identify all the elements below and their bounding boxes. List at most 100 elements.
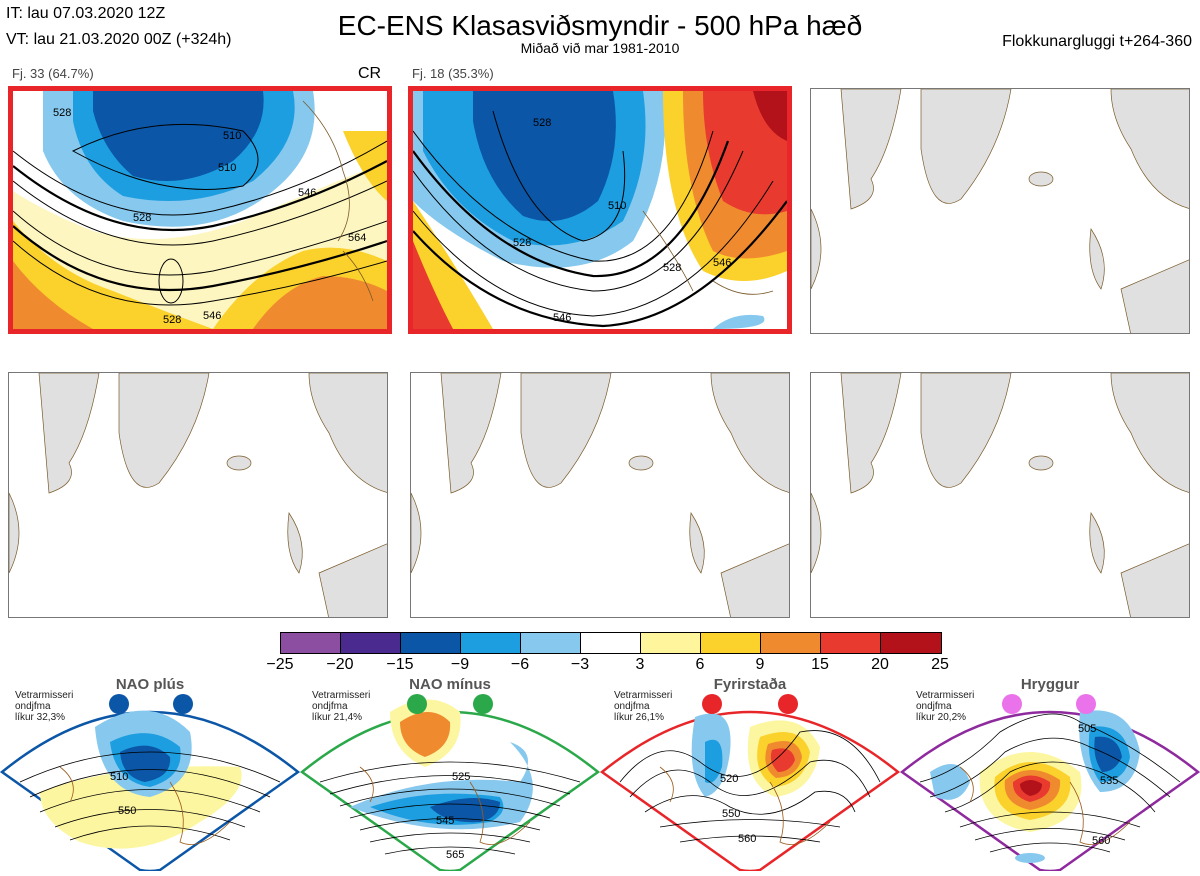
regime-name: Fyrirstaða bbox=[713, 676, 787, 693]
basemap-6 bbox=[811, 373, 1189, 617]
regime-months: ondjfma bbox=[614, 701, 650, 712]
regime-months: ondjfma bbox=[15, 701, 51, 712]
regime-ridge-map: 505 535 560 bbox=[899, 694, 1200, 873]
regime-name: NAO mínus bbox=[409, 676, 491, 693]
regime-info: Vetrarmisseri ondjfma líkur 21,4% bbox=[312, 690, 370, 723]
colorbar-swatch bbox=[761, 633, 821, 653]
regime-info: Vetrarmisseri ondjfma líkur 26,1% bbox=[614, 690, 672, 723]
colorbar-tick-label: −3 bbox=[570, 656, 590, 673]
page-title: EC-ENS Klasasviðsmyndir - 500 hPa hæð bbox=[337, 10, 863, 41]
colorbar-tick-label: 9 bbox=[755, 656, 765, 673]
contour-label: 546 bbox=[298, 187, 316, 199]
regime-dot bbox=[109, 694, 129, 714]
contour-label: 528 bbox=[163, 314, 181, 326]
contour-label: 560 bbox=[1092, 835, 1110, 847]
basemap-3 bbox=[811, 89, 1189, 333]
contour-label: 510 bbox=[608, 200, 626, 212]
regime-season: Vetrarmisseri bbox=[15, 690, 74, 701]
regime-season: Vetrarmisseri bbox=[312, 690, 371, 701]
colorbar-swatch bbox=[461, 633, 521, 653]
regime-dot bbox=[407, 694, 427, 714]
regime-blocking: 520 550 560 Fyrirstaða Vetrarmisseri ond… bbox=[599, 672, 901, 873]
regime-dot bbox=[1002, 694, 1022, 714]
contour-label: 565 bbox=[446, 849, 464, 861]
contour-label: 528 bbox=[53, 107, 71, 119]
cluster-map-2-chart: 528 510 528 546 546 528 bbox=[413, 91, 787, 329]
colorbar bbox=[280, 632, 942, 654]
regime-nao-minus: 525 545 565 NAO mínus Vetrarmisseri ondj… bbox=[299, 672, 601, 873]
colorbar-swatch bbox=[641, 633, 701, 653]
contour-label: 528 bbox=[533, 117, 551, 129]
contour-label: 520 bbox=[720, 773, 738, 785]
basemap-5 bbox=[411, 373, 789, 617]
regime-nao-plus-map: 510 550 bbox=[0, 694, 301, 873]
cluster-map-4 bbox=[8, 372, 388, 618]
colorbar-tick-label: −25 bbox=[266, 656, 294, 673]
regime-name: NAO plús bbox=[115, 676, 185, 693]
colorbar-tick-label: −20 bbox=[326, 656, 354, 673]
colorbar-tick-label: 3 bbox=[635, 656, 645, 673]
contour-label: 564 bbox=[348, 232, 366, 244]
contour-label: 528 bbox=[133, 212, 151, 224]
colorbar-tick-label: 25 bbox=[931, 656, 949, 673]
panel-2-label: Fj. 18 (35.3%) bbox=[412, 66, 494, 81]
contour-label: 546 bbox=[713, 257, 731, 269]
contour-label: 546 bbox=[203, 310, 221, 322]
contour-label: 545 bbox=[436, 815, 454, 827]
colorbar-swatch bbox=[821, 633, 881, 653]
colorbar-tick-label: 6 bbox=[695, 656, 705, 673]
regime-dot bbox=[473, 694, 493, 714]
regime-season: Vetrarmisseri bbox=[916, 690, 975, 701]
colorbar-swatch bbox=[881, 633, 941, 653]
regime-dot bbox=[173, 694, 193, 714]
regime-dot bbox=[702, 694, 722, 714]
page-subtitle: Miðað við mar 1981-2010 bbox=[520, 40, 680, 56]
classification-window: Flokkunargluggi t+264-360 bbox=[1002, 33, 1192, 50]
cluster-map-3 bbox=[810, 88, 1190, 334]
panel-1-label: Fj. 33 (64.7%) bbox=[12, 66, 94, 81]
colorbar-swatch bbox=[341, 633, 401, 653]
regime-nao-plus: 510 550 NAO plús Vetrarmisseri ondjfma l… bbox=[0, 672, 301, 873]
regime-name: Hryggur bbox=[1020, 676, 1080, 693]
cluster-map-2[interactable]: 528 510 528 546 546 528 bbox=[408, 86, 792, 334]
regime-info: Vetrarmisseri ondjfma líkur 20,2% bbox=[916, 690, 974, 723]
contour-label: 550 bbox=[118, 805, 136, 817]
regime-season: Vetrarmisseri bbox=[614, 690, 673, 701]
regime-probability: líkur 21,4% bbox=[312, 712, 363, 723]
basemap-4 bbox=[9, 373, 387, 617]
colorbar-tick-label: 15 bbox=[811, 656, 829, 673]
colorbar-swatch bbox=[281, 633, 341, 653]
colorbar-swatch bbox=[581, 633, 641, 653]
colorbar-tick-label: 20 bbox=[871, 656, 889, 673]
colorbar-tick-label: −15 bbox=[386, 656, 414, 673]
contour-label: 510 bbox=[110, 771, 128, 783]
contour-label: 546 bbox=[553, 312, 571, 324]
contour-label: 510 bbox=[223, 130, 241, 142]
contour-label: 510 bbox=[218, 162, 236, 174]
contour-label: 525 bbox=[452, 771, 470, 783]
regime-probability: líkur 32,3% bbox=[15, 712, 66, 723]
contour-label: 528 bbox=[663, 262, 681, 274]
regime-dot bbox=[1076, 694, 1096, 714]
cluster-map-1[interactable]: 528 510 510 528 546 564 528 546 bbox=[8, 86, 392, 334]
valid-time: VT: lau 21.03.2020 00Z (+324h) bbox=[6, 31, 232, 48]
initial-time: IT: lau 07.03.2020 12Z bbox=[6, 5, 166, 22]
contour-label: 528 bbox=[513, 237, 531, 249]
colorbar-swatch bbox=[701, 633, 761, 653]
cluster-map-1-chart: 528 510 510 528 546 564 528 546 bbox=[13, 91, 387, 329]
contour-label: 505 bbox=[1078, 723, 1096, 735]
regime-months: ondjfma bbox=[916, 701, 952, 712]
cluster-map-6 bbox=[810, 372, 1190, 618]
regime-dot bbox=[778, 694, 798, 714]
regime-nao-minus-map: 525 545 565 bbox=[299, 694, 601, 873]
regime-probability: líkur 20,2% bbox=[916, 712, 967, 723]
colorbar-tick-label: −6 bbox=[510, 656, 530, 673]
regime-months: ondjfma bbox=[312, 701, 348, 712]
panel-1-tag: CR bbox=[358, 65, 382, 82]
colorbar-swatch bbox=[401, 633, 461, 653]
contour-label: 560 bbox=[738, 833, 756, 845]
colorbar-tick-label: −9 bbox=[450, 656, 470, 673]
regime-ridge: 505 535 560 Hryggur Vetrarmisseri ondjfm… bbox=[899, 672, 1200, 873]
cluster-map-5 bbox=[410, 372, 790, 618]
regime-probability: líkur 26,1% bbox=[614, 712, 665, 723]
